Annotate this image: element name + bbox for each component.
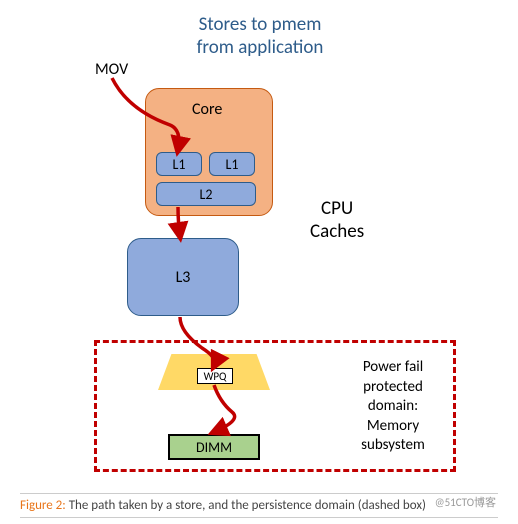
l2-cache: L2 — [156, 182, 256, 206]
dimm-box: DIMM — [168, 434, 260, 460]
wpq-box: WPQ — [197, 368, 233, 384]
core-label: Core — [192, 100, 222, 119]
diagram-canvas: Stores to pmem from application MOV Core… — [20, 10, 498, 490]
caption-label: Figure 2: — [20, 498, 66, 513]
domain-label: Power fail protected domain: Memory subs… — [338, 358, 448, 456]
watermark: @51CTO博客 — [435, 494, 496, 510]
title-line1: Stores to pmem — [199, 13, 322, 36]
domain-line1: Power fail — [363, 358, 423, 376]
cpu-line1: CPU — [321, 197, 353, 220]
domain-line2: protected — [363, 378, 423, 396]
domain-line5: subsystem — [361, 436, 425, 454]
mov-label: MOV — [95, 60, 128, 79]
diagram-title: Stores to pmem from application — [170, 14, 350, 60]
cpu-caches-label: CPU Caches — [310, 198, 364, 244]
caption-text: The path taken by a store, and the persi… — [66, 498, 426, 513]
l3-cache: L3 — [127, 238, 239, 316]
l1-cache-a: L1 — [156, 152, 202, 176]
title-line2: from application — [197, 36, 324, 59]
l1-cache-b: L1 — [209, 152, 255, 176]
domain-line4: Memory — [367, 417, 419, 435]
figure-caption: Figure 2: The path taken by a store, and… — [20, 493, 498, 518]
domain-line3: domain: — [368, 397, 418, 415]
cpu-line2: Caches — [310, 220, 364, 243]
